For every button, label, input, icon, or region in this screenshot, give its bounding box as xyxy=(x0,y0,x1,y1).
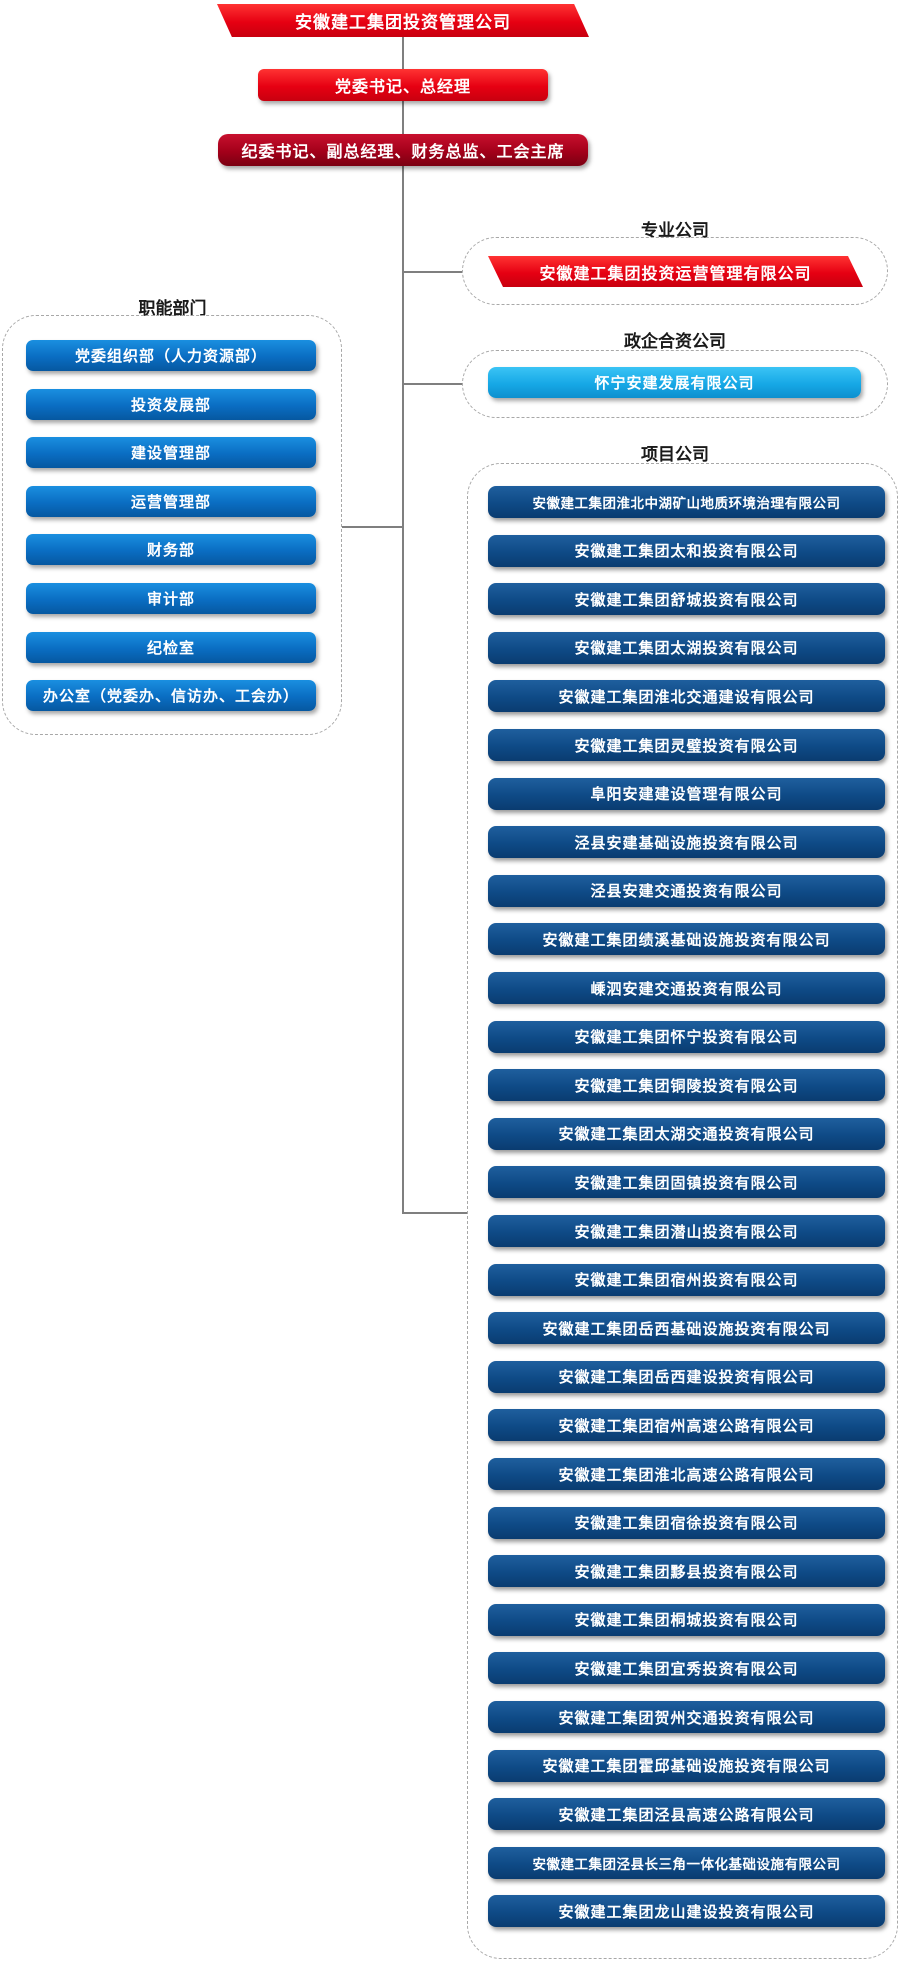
connector-projects xyxy=(402,1212,467,1214)
company-title-box: 安徽建工集团投资管理公司 xyxy=(217,4,589,37)
project-company-box: 安徽建工集团黟县投资有限公司 xyxy=(488,1555,885,1588)
project-company-box: 泾县安建交通投资有限公司 xyxy=(488,874,885,907)
project-company-box: 安徽建工集团太湖投资有限公司 xyxy=(488,631,885,664)
department-box: 审计部 xyxy=(26,583,316,614)
project-company-box: 安徽建工集团怀宁投资有限公司 xyxy=(488,1020,885,1053)
functional-departments-group xyxy=(2,315,342,735)
project-company-box: 安徽建工集团桐城投资有限公司 xyxy=(488,1603,885,1636)
project-company-box: 安徽建工集团灵璧投资有限公司 xyxy=(488,729,885,761)
project-company-box: 安徽建工集团淮北高速公路有限公司 xyxy=(488,1458,885,1490)
project-company-box: 安徽建工集团宜秀投资有限公司 xyxy=(488,1652,885,1685)
professional-company-box: 安徽建工集团投资运营管理有限公司 xyxy=(488,256,863,287)
project-company-box: 安徽建工集团铜陵投资有限公司 xyxy=(488,1069,885,1102)
jointventure-group xyxy=(462,350,888,418)
group-label-functional: 职能部门 xyxy=(138,299,207,319)
project-company-box: 安徽建工集团淮北中湖矿山地质环境治理有限公司 xyxy=(488,486,885,518)
project-company-box: 安徽建工集团宿州高速公路有限公司 xyxy=(488,1409,885,1442)
connector-functional xyxy=(342,526,403,528)
department-box: 建设管理部 xyxy=(26,437,316,469)
deputies-box: 纪委书记、副总经理、财务总监、工会主席 xyxy=(218,134,588,166)
department-box: 办公室（党委办、信访办、工会办） xyxy=(26,680,316,712)
group-label-jointventure: 政企合资公司 xyxy=(624,332,726,352)
jointventure-company-box: 怀宁安建发展有限公司 xyxy=(488,367,861,398)
group-label-professional: 专业公司 xyxy=(641,221,709,241)
project-company-box: 安徽建工集团舒城投资有限公司 xyxy=(488,583,885,616)
department-box: 投资发展部 xyxy=(26,388,316,420)
project-company-box: 泾县安建基础设施投资有限公司 xyxy=(488,826,885,859)
project-company-box: 阜阳安建建设管理有限公司 xyxy=(488,777,885,810)
group-label-projects: 项目公司 xyxy=(641,445,709,465)
project-company-box: 安徽建工集团宿徐投资有限公司 xyxy=(488,1506,885,1539)
project-company-box: 安徽建工集团宿州投资有限公司 xyxy=(488,1263,885,1296)
project-company-box: 安徽建工集团固镇投资有限公司 xyxy=(488,1166,885,1199)
project-company-box: 安徽建工集团龙山建设投资有限公司 xyxy=(488,1895,885,1928)
project-companies-group xyxy=(467,463,898,1959)
connector-jointventure xyxy=(402,383,462,385)
project-company-box: 安徽建工集团霍邱基础设施投资有限公司 xyxy=(488,1749,885,1782)
project-company-box: 安徽建工集团贺州交通投资有限公司 xyxy=(488,1701,885,1733)
project-company-box: 安徽建工集团潜山投资有限公司 xyxy=(488,1215,885,1247)
project-company-box: 安徽建工集团淮北交通建设有限公司 xyxy=(488,680,885,713)
project-company-box: 安徽建工集团泾县高速公路有限公司 xyxy=(488,1798,885,1831)
department-box: 纪检室 xyxy=(26,631,316,663)
leader-box: 党委书记、总经理 xyxy=(258,69,548,101)
professional-company-group xyxy=(462,237,888,305)
project-company-box: 安徽建工集团太和投资有限公司 xyxy=(488,534,885,567)
project-company-box: 安徽建工集团岳西建设投资有限公司 xyxy=(488,1360,885,1393)
project-company-box: 安徽建工集团泾县长三角一体化基础设施有限公司 xyxy=(488,1846,885,1879)
project-company-box: 安徽建工集团绩溪基础设施投资有限公司 xyxy=(488,923,885,956)
connector-professional xyxy=(402,271,462,273)
main-trunk-line xyxy=(402,28,404,1213)
project-company-box: 嵊泗安建交通投资有限公司 xyxy=(488,972,885,1004)
project-company-box: 安徽建工集团太湖交通投资有限公司 xyxy=(488,1117,885,1150)
project-company-box: 安徽建工集团岳西基础设施投资有限公司 xyxy=(488,1312,885,1345)
department-box: 运营管理部 xyxy=(26,485,316,517)
department-box: 党委组织部（人力资源部） xyxy=(26,340,316,371)
department-box: 财务部 xyxy=(26,534,316,566)
